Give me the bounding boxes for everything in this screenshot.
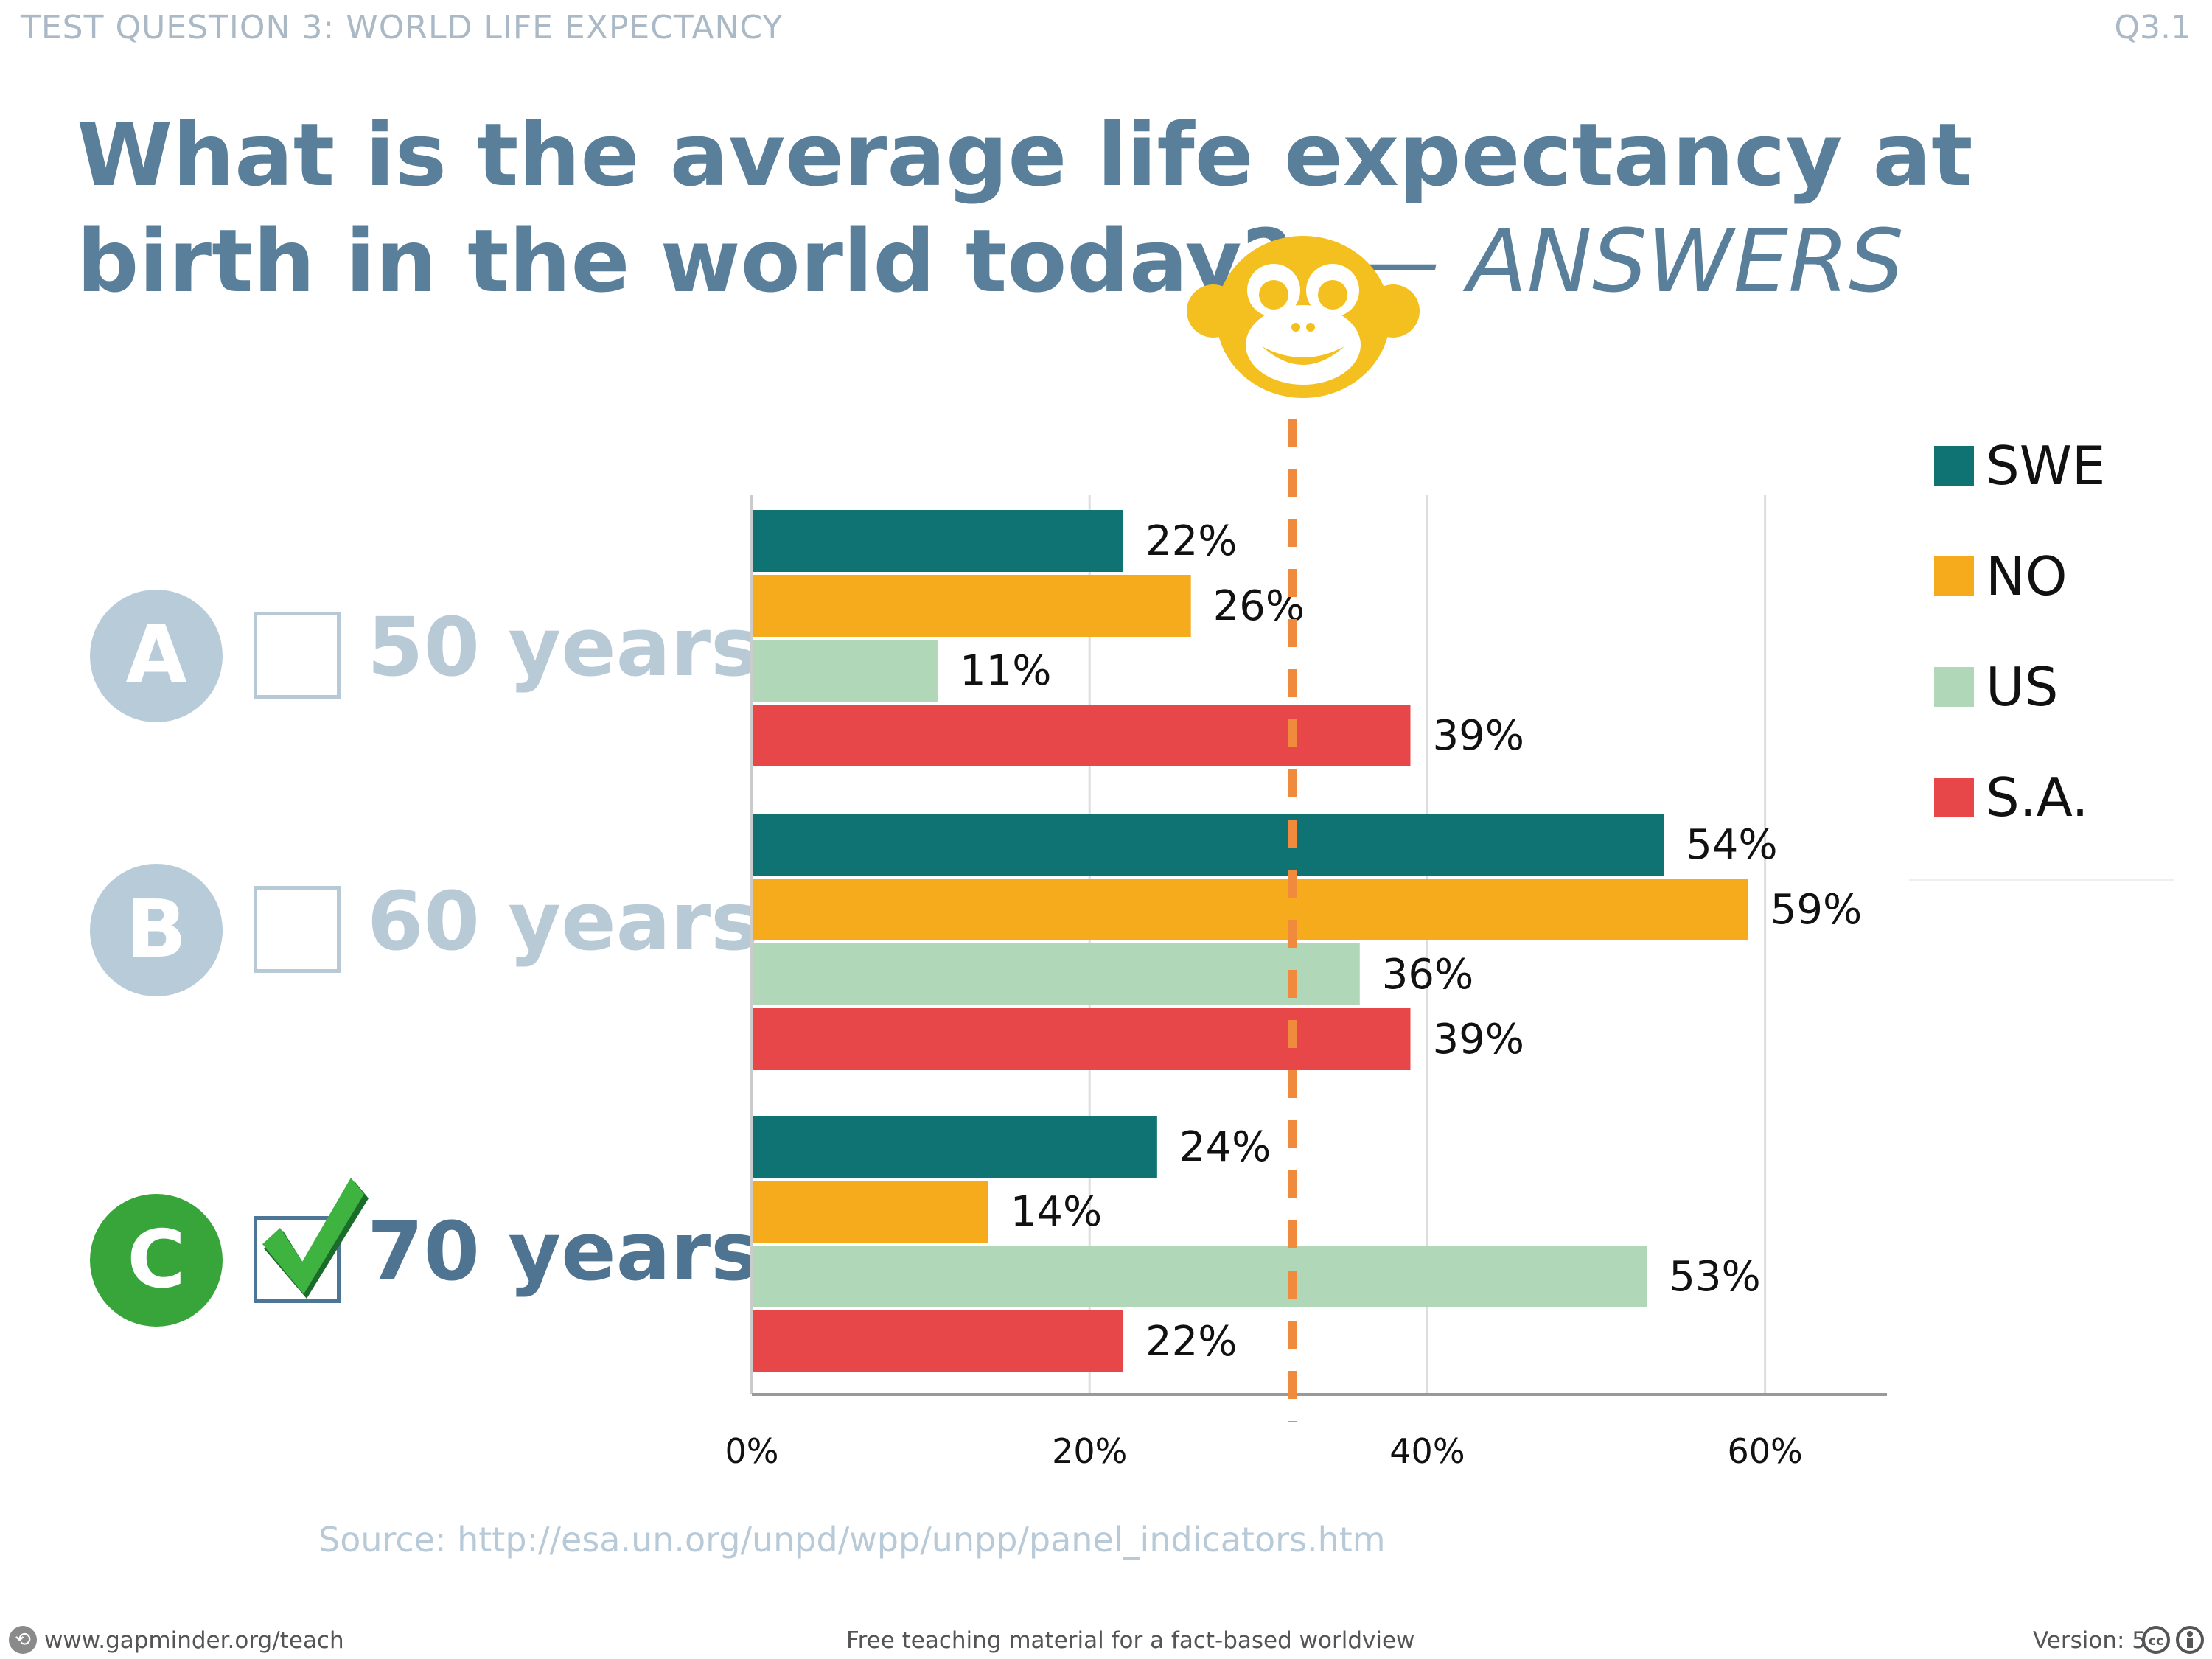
option-c-label: 70 years	[367, 1204, 759, 1299]
svg-text:cc: cc	[2149, 1634, 2163, 1649]
bar-value-label: 39%	[1433, 712, 1524, 760]
source-link[interactable]: Source: http://esa.un.org/unpd/wpp/unpp/…	[318, 1520, 1386, 1560]
chart-legend: SWE NO US S.A.	[1909, 435, 2174, 881]
x-tick-label: 20%	[1052, 1431, 1127, 1471]
legend-swatch	[1934, 778, 1974, 817]
footer-version: Version: 5	[2033, 1627, 2147, 1654]
option-a-checkbox[interactable]	[254, 612, 341, 699]
bar-value-label: 59%	[1770, 886, 1862, 934]
page-title: What is the average life expectancy at b…	[77, 102, 2141, 314]
footer-url[interactable]: www.gapminder.org/teach	[44, 1627, 344, 1654]
bar-sa-3	[752, 1310, 1124, 1372]
option-c-checkbox[interactable]	[254, 1216, 341, 1303]
option-b[interactable]: B 60 years	[90, 864, 759, 996]
bar-no-2	[752, 879, 1748, 940]
creative-commons-icon: cc	[2142, 1626, 2204, 1654]
bar-swe-2	[752, 814, 1664, 876]
legend-label: S.A.	[1986, 766, 2088, 828]
option-b-checkbox[interactable]	[254, 886, 341, 973]
option-b-letter: B	[90, 864, 223, 996]
bar-value-label: 36%	[1382, 951, 1473, 999]
option-c-letter: C	[90, 1194, 223, 1327]
bar-value-label: 14%	[1011, 1188, 1102, 1236]
bar-value-label: 54%	[1686, 821, 1777, 869]
bar-value-label: 39%	[1433, 1016, 1524, 1063]
chart-tick-labels: 0% 20% 40% 60%	[725, 1431, 1803, 1471]
option-b-label: 60 years	[367, 874, 759, 968]
bar-swe-3	[752, 1116, 1157, 1178]
legend-swatch	[1934, 556, 1974, 596]
option-a-label: 50 years	[367, 600, 759, 694]
bar-value-label: 24%	[1179, 1123, 1271, 1171]
monkey-icon	[1187, 236, 1420, 398]
bar-value-label: 22%	[1145, 517, 1237, 565]
bar-value-label: 11%	[960, 647, 1051, 695]
legend-label: NO	[1986, 545, 2068, 607]
bar-no-3	[752, 1181, 988, 1243]
bar-us-1	[752, 640, 938, 702]
bar-value-label: 22%	[1145, 1318, 1237, 1366]
chart-bars	[752, 510, 1748, 1372]
x-tick-label: 60%	[1728, 1431, 1803, 1471]
x-tick-label: 0%	[725, 1431, 779, 1471]
gapminder-logo-icon: ⟲	[9, 1626, 37, 1654]
title-suffix: — ANSWERS	[1353, 210, 1904, 312]
legend-label: US	[1986, 656, 2058, 718]
bar-sa-1	[752, 705, 1411, 766]
option-c[interactable]: C 70 years	[90, 1178, 759, 1327]
title-main: What is the average life expectancy at b…	[77, 104, 1973, 312]
option-a[interactable]: A 50 years	[90, 590, 759, 722]
legend-label: SWE	[1986, 435, 2105, 497]
bar-us-2	[752, 943, 1360, 1005]
checkmark-icon	[262, 1178, 369, 1299]
bar-swe-1	[752, 510, 1124, 572]
chart-axis	[750, 495, 1887, 1396]
bar-value-label: 53%	[1669, 1253, 1760, 1301]
header-title: TEST QUESTION 3: WORLD LIFE EXPECTANCY	[21, 9, 784, 46]
option-a-letter: A	[90, 590, 223, 722]
legend-swatch	[1934, 667, 1974, 707]
x-tick-label: 40%	[1389, 1431, 1465, 1471]
legend-swatch	[1934, 446, 1974, 486]
question-code: Q3.1	[2114, 9, 2191, 46]
footer-tagline: Free teaching material for a fact-based …	[846, 1627, 1415, 1654]
bar-no-1	[752, 575, 1191, 637]
bar-chart: 22%26%11%39%54%59%36%39%24%14%53%22% 0% 2…	[725, 236, 2174, 1471]
bar-us-3	[752, 1246, 1647, 1307]
chart-value-labels: 22%26%11%39%54%59%36%39%24%14%53%22%	[960, 517, 1862, 1366]
bar-sa-2	[752, 1008, 1411, 1070]
